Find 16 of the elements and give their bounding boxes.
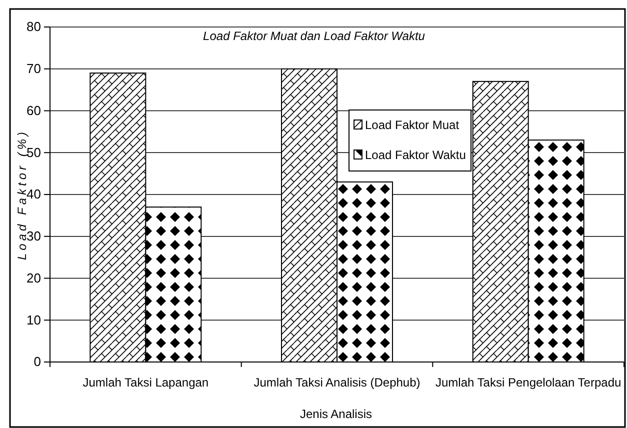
y-tick-label: 50 xyxy=(26,144,41,160)
chart-title: Load Faktor Muat dan Load Faktor Waktu xyxy=(203,29,426,43)
y-tick-label: 60 xyxy=(26,102,41,118)
y-tick-label: 70 xyxy=(26,61,41,76)
y-tick-label: 30 xyxy=(26,228,41,244)
y-tick-label: 0 xyxy=(34,354,41,370)
y-tick-label: 80 xyxy=(26,19,41,34)
x-tick-label: Jumlah Taksi Pengelolaan Terpadu xyxy=(435,376,622,390)
y-tick-label: 40 xyxy=(26,186,41,202)
x-tick-label: Jumlah Taksi Lapangan xyxy=(82,376,209,390)
x-tick-label: Jumlah Taksi Analisis (Dephub) xyxy=(254,376,420,390)
legend-label: Load Faktor Waktu xyxy=(365,148,466,162)
legend-label: Load Faktor Muat xyxy=(365,118,460,132)
y-tick-label: 10 xyxy=(26,312,41,328)
x-axis-title: Jenis Analisis xyxy=(300,407,372,421)
y-tick-label: 20 xyxy=(26,270,41,286)
